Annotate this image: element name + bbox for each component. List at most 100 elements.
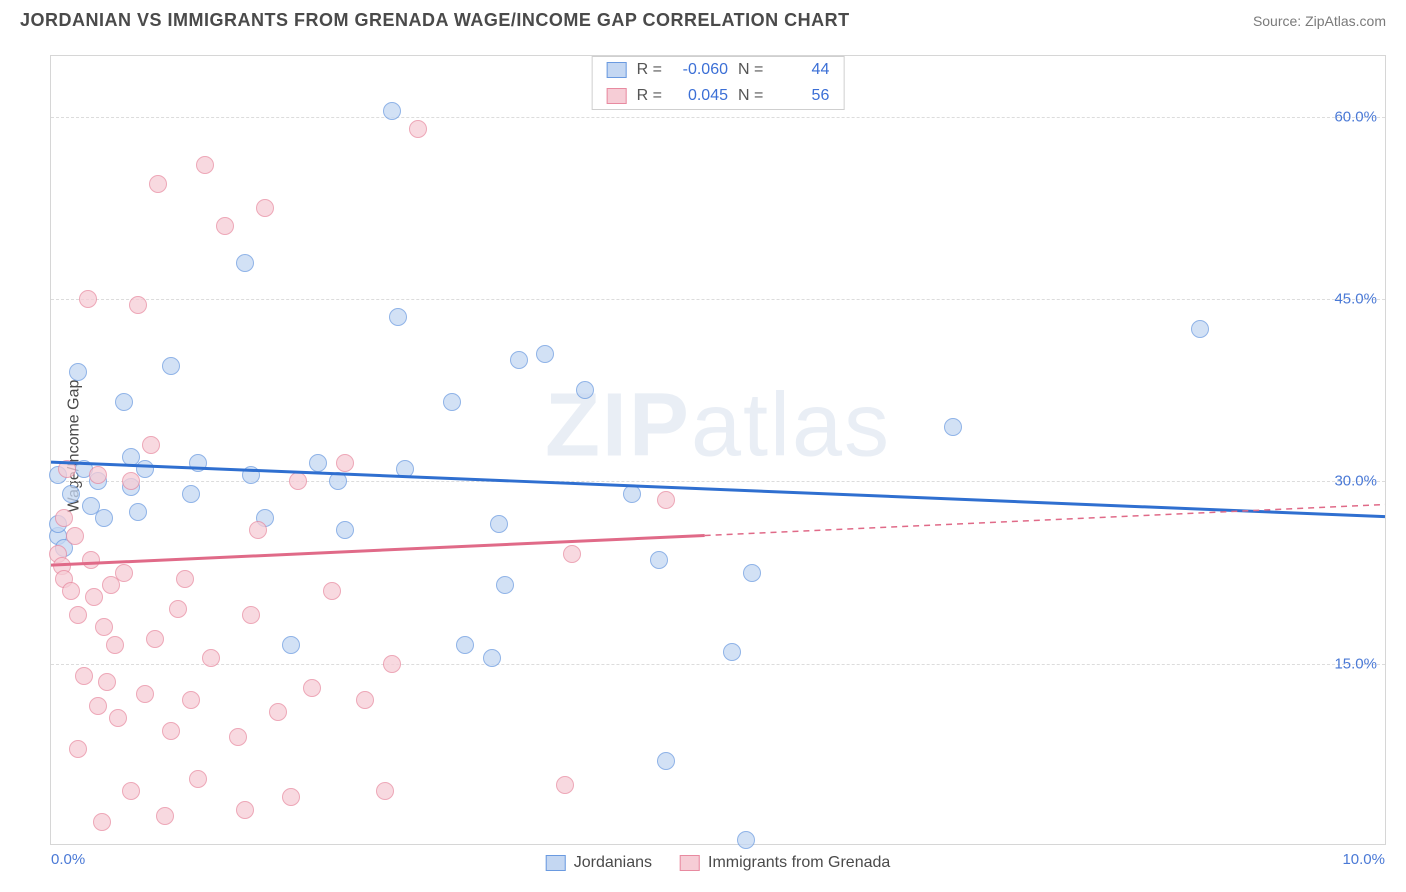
legend-item-0: Jordanians [546, 854, 652, 872]
scatter-point-series-1 [95, 618, 113, 636]
scatter-point-series-1 [202, 649, 220, 667]
scatter-point-series-0 [496, 576, 514, 594]
scatter-point-series-1 [336, 454, 354, 472]
scatter-point-series-1 [409, 120, 427, 138]
gridline [51, 299, 1385, 300]
scatter-point-series-0 [483, 649, 501, 667]
r-label: R = [637, 61, 662, 79]
scatter-point-series-0 [723, 643, 741, 661]
legend-item-1: Immigrants from Grenada [680, 854, 890, 872]
scatter-point-series-0 [944, 418, 962, 436]
scatter-point-series-1 [356, 691, 374, 709]
scatter-point-series-1 [176, 570, 194, 588]
scatter-point-series-0 [576, 381, 594, 399]
scatter-point-series-1 [66, 527, 84, 545]
r-label: R = [637, 87, 662, 105]
legend-label-1: Immigrants from Grenada [708, 854, 890, 872]
scatter-point-series-1 [115, 564, 133, 582]
scatter-point-series-0 [182, 485, 200, 503]
scatter-point-series-1 [122, 472, 140, 490]
scatter-point-series-1 [242, 606, 260, 624]
scatter-point-series-0 [743, 564, 761, 582]
n-label: N = [738, 61, 763, 79]
scatter-point-series-0 [536, 345, 554, 363]
scatter-point-series-1 [58, 460, 76, 478]
scatter-point-series-0 [456, 636, 474, 654]
scatter-point-series-1 [249, 521, 267, 539]
scatter-point-series-1 [98, 673, 116, 691]
stats-row-series-0: R = -0.060 N = 44 [593, 57, 844, 83]
scatter-point-series-1 [82, 551, 100, 569]
scatter-point-series-0 [95, 509, 113, 527]
scatter-point-series-0 [737, 831, 755, 849]
gridline [51, 117, 1385, 118]
scatter-point-series-1 [55, 509, 73, 527]
scatter-point-series-1 [62, 582, 80, 600]
scatter-point-series-0 [129, 503, 147, 521]
swatch-series-1 [680, 855, 700, 871]
n-value-1: 56 [773, 87, 829, 105]
scatter-point-series-1 [162, 722, 180, 740]
y-tick-label: 15.0% [1334, 655, 1377, 672]
scatter-point-series-1 [657, 491, 675, 509]
scatter-point-series-1 [182, 691, 200, 709]
scatter-point-series-0 [309, 454, 327, 472]
scatter-point-series-0 [396, 460, 414, 478]
series-legend: Jordanians Immigrants from Grenada [546, 854, 891, 872]
scatter-point-series-1 [122, 782, 140, 800]
swatch-series-0 [607, 62, 627, 78]
scatter-point-series-1 [289, 472, 307, 490]
legend-label-0: Jordanians [574, 854, 652, 872]
gridline [51, 664, 1385, 665]
scatter-point-series-1 [93, 813, 111, 831]
r-value-0: -0.060 [672, 61, 728, 79]
watermark-light: atlas [691, 376, 891, 476]
x-tick-1: 10.0% [1342, 851, 1385, 868]
stats-row-series-1: R = 0.045 N = 56 [593, 83, 844, 109]
source-label: Source: ZipAtlas.com [1253, 13, 1386, 29]
scatter-point-series-1 [196, 156, 214, 174]
scatter-point-series-0 [336, 521, 354, 539]
y-tick-label: 60.0% [1334, 108, 1377, 125]
scatter-point-series-1 [216, 217, 234, 235]
scatter-point-series-0 [389, 308, 407, 326]
scatter-point-series-1 [269, 703, 287, 721]
swatch-series-0 [546, 855, 566, 871]
stats-legend-box: R = -0.060 N = 44 R = 0.045 N = 56 [592, 56, 845, 110]
watermark-bold: ZIP [545, 376, 691, 476]
scatter-point-series-1 [189, 770, 207, 788]
scatter-point-series-1 [282, 788, 300, 806]
scatter-point-series-1 [236, 801, 254, 819]
scatter-point-series-0 [62, 485, 80, 503]
y-tick-label: 30.0% [1334, 473, 1377, 490]
scatter-point-series-1 [323, 582, 341, 600]
scatter-point-series-1 [563, 545, 581, 563]
scatter-point-series-1 [129, 296, 147, 314]
scatter-point-series-1 [149, 175, 167, 193]
n-label: N = [738, 87, 763, 105]
x-tick-0: 0.0% [51, 851, 85, 868]
swatch-series-1 [607, 88, 627, 104]
scatter-point-series-0 [383, 102, 401, 120]
n-value-0: 44 [773, 61, 829, 79]
scatter-point-series-1 [79, 290, 97, 308]
scatter-point-series-1 [146, 630, 164, 648]
scatter-point-series-0 [162, 357, 180, 375]
watermark: ZIPatlas [545, 375, 891, 478]
scatter-point-series-1 [303, 679, 321, 697]
scatter-point-series-1 [229, 728, 247, 746]
scatter-point-series-1 [85, 588, 103, 606]
scatter-point-series-0 [69, 363, 87, 381]
scatter-point-series-1 [142, 436, 160, 454]
scatter-point-series-0 [282, 636, 300, 654]
scatter-point-series-1 [169, 600, 187, 618]
scatter-point-series-1 [376, 782, 394, 800]
scatter-point-series-1 [156, 807, 174, 825]
scatter-point-series-0 [490, 515, 508, 533]
scatter-point-series-0 [657, 752, 675, 770]
scatter-point-series-1 [89, 466, 107, 484]
scatter-point-series-1 [106, 636, 124, 654]
y-tick-label: 45.0% [1334, 291, 1377, 308]
scatter-point-series-1 [256, 199, 274, 217]
scatter-point-series-1 [75, 667, 93, 685]
